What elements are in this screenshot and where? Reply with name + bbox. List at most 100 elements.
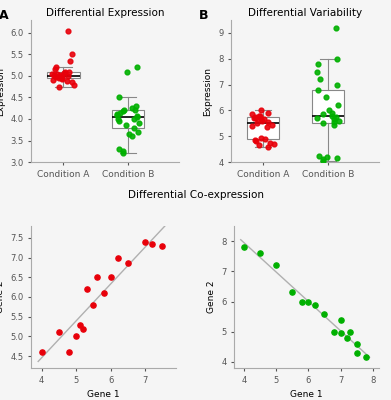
Point [329, 110, 335, 116]
Point [73, 333, 79, 340]
Point [134, 114, 140, 120]
Point [56, 75, 62, 81]
Point [249, 111, 255, 118]
Point [65, 28, 71, 34]
Point [312, 301, 318, 308]
Point [253, 138, 260, 144]
Point [320, 111, 326, 118]
Point [305, 298, 312, 305]
Point [71, 82, 77, 89]
Point [262, 136, 268, 142]
PathPatch shape [312, 90, 344, 123]
Y-axis label: Gene 2: Gene 2 [207, 281, 216, 313]
Point [331, 121, 337, 128]
Point [267, 140, 273, 146]
Point [115, 116, 121, 122]
Point [59, 76, 65, 82]
Point [363, 354, 369, 361]
Point [131, 116, 137, 122]
Point [116, 146, 122, 152]
PathPatch shape [112, 110, 144, 128]
Point [334, 56, 340, 62]
Point [329, 112, 335, 119]
Point [335, 102, 341, 108]
Point [56, 329, 62, 336]
Point [252, 137, 258, 143]
Point [114, 112, 120, 118]
Point [120, 108, 126, 114]
Point [125, 260, 131, 267]
Point [320, 156, 326, 163]
Point [264, 124, 271, 130]
Point [256, 113, 263, 119]
Point [115, 94, 122, 101]
Point [54, 71, 60, 77]
Text: A: A [0, 9, 8, 22]
Point [315, 61, 321, 67]
Point [66, 349, 72, 356]
Point [344, 334, 350, 341]
Point [253, 120, 260, 126]
Point [319, 120, 326, 126]
Point [317, 76, 323, 82]
Point [258, 118, 265, 124]
Y-axis label: Expression: Expression [0, 66, 5, 116]
Point [115, 118, 122, 124]
Y-axis label: Gene 2: Gene 2 [0, 281, 5, 313]
Point [330, 119, 337, 125]
Point [134, 64, 140, 70]
Point [334, 24, 340, 31]
Point [133, 103, 139, 109]
Point [142, 238, 148, 245]
Point [49, 71, 55, 77]
Point [61, 69, 68, 76]
Point [108, 274, 114, 280]
Point [323, 154, 330, 160]
Point [321, 310, 328, 317]
Point [129, 105, 135, 112]
Point [56, 84, 62, 90]
Point [256, 142, 262, 148]
Point [265, 119, 271, 125]
Point [67, 58, 74, 64]
X-axis label: Gene 1: Gene 1 [88, 390, 120, 399]
Point [80, 325, 86, 332]
Point [51, 72, 57, 78]
Point [124, 68, 130, 75]
PathPatch shape [47, 72, 79, 78]
Point [271, 141, 277, 147]
Point [115, 254, 121, 261]
Point [299, 298, 305, 305]
Point [316, 152, 322, 159]
Point [258, 107, 265, 114]
Point [265, 110, 272, 116]
Point [123, 122, 129, 129]
Point [315, 86, 321, 93]
Point [77, 321, 83, 328]
Point [337, 316, 344, 323]
Point [58, 74, 64, 80]
Point [133, 112, 140, 119]
Point [261, 116, 267, 123]
Text: Differential Co-expression: Differential Co-expression [127, 190, 264, 200]
Point [135, 129, 142, 135]
Point [330, 116, 337, 123]
Point [258, 134, 265, 141]
Point [90, 302, 97, 308]
Text: B: B [199, 9, 208, 22]
Point [64, 78, 70, 84]
Point [94, 274, 100, 280]
Point [265, 143, 271, 150]
X-axis label: Gene 1: Gene 1 [291, 390, 323, 399]
Title: Differential Variability: Differential Variability [248, 8, 362, 18]
Point [289, 289, 295, 296]
Point [149, 240, 155, 247]
Point [57, 72, 63, 78]
Point [347, 328, 353, 335]
Point [69, 79, 75, 86]
Point [323, 94, 329, 101]
Point [334, 81, 340, 88]
Point [38, 349, 45, 356]
Point [62, 68, 68, 75]
Point [126, 131, 132, 137]
